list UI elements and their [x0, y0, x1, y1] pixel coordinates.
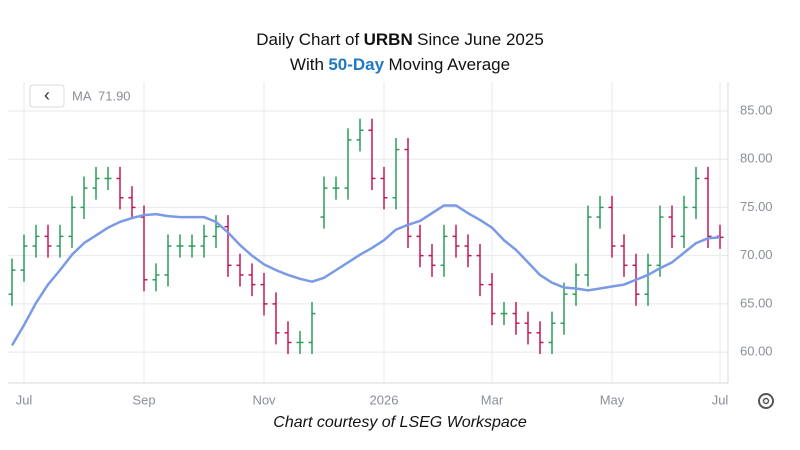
back-button[interactable] — [29, 84, 65, 108]
back-button-label[interactable]: ‹ — [44, 85, 50, 105]
x-tick-label: 2026 — [370, 392, 399, 407]
subtitle-part: With — [289, 55, 324, 74]
subtitle-part: 50-Day — [328, 55, 385, 74]
title-part: Daily Chart of — [256, 30, 360, 49]
x-tick-label: Jul — [712, 392, 729, 407]
x-tick-label: May — [600, 392, 625, 407]
title: Daily Chart of URBN Since June 2025 — [0, 30, 800, 50]
y-tick-label: 80.00 — [740, 151, 773, 166]
y-tick-label: 85.00 — [740, 102, 773, 117]
title-part: URBN — [363, 30, 413, 49]
y-tick-label: 60.00 — [740, 344, 773, 359]
y-tick-label: 65.00 — [740, 295, 773, 310]
y-tick-label: 75.00 — [740, 199, 773, 214]
subtitle: With 50-Day Moving Average — [0, 55, 800, 75]
subtitle-part: Moving Average — [388, 55, 511, 74]
caption: Chart courtesy of LSEG Workspace — [273, 414, 527, 431]
x-tick-label: Sep — [132, 392, 155, 407]
title-part: Since June 2025 — [417, 30, 544, 49]
x-tick-label: Nov — [252, 392, 276, 407]
legend-value: 71.90 — [98, 88, 131, 103]
x-tick-label: Jul — [16, 392, 33, 407]
x-tick-label: Mar — [481, 392, 504, 407]
y-tick-label: 70.00 — [740, 247, 773, 262]
settings-icon-core[interactable] — [762, 397, 770, 405]
settings-icon[interactable] — [758, 393, 774, 409]
moving-average-line — [10, 204, 721, 347]
legend-name: MA — [72, 88, 92, 103]
chart: ‹ Jul Sep Nov 2026 Mar May Jul 60.00 65.00 70.00 7… — [8, 82, 774, 409]
